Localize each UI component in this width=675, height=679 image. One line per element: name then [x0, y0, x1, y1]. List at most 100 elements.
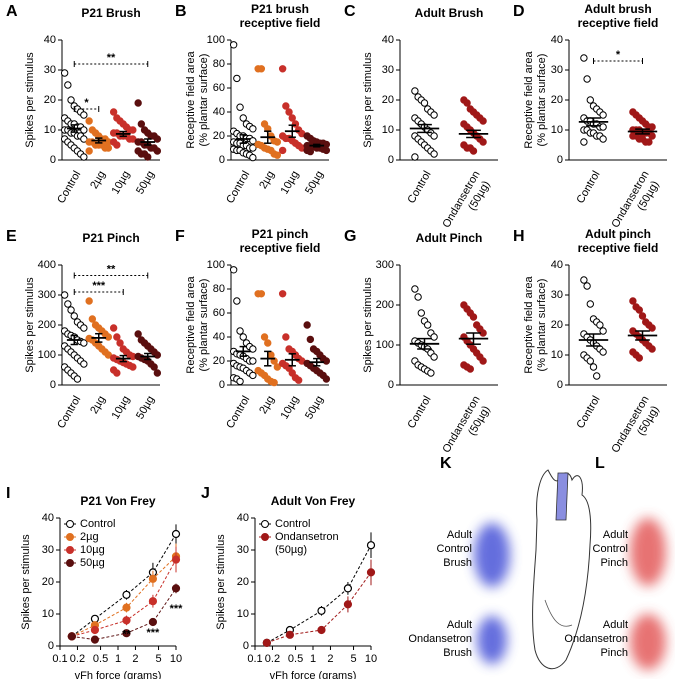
x-tick-label: 0.1	[52, 653, 67, 665]
chart-title: P21 pinch	[252, 227, 309, 241]
x-tick-label: 2µg	[257, 169, 277, 191]
y-tick-label: 0	[219, 379, 225, 391]
field-label: Control	[437, 543, 472, 555]
data-point	[285, 630, 295, 639]
x-tick-label: 10	[170, 653, 182, 665]
y-tick-label: 30	[382, 64, 394, 76]
panel-letter: J	[201, 485, 210, 502]
x-tick-label: Control	[405, 394, 433, 431]
annotation: **	[122, 629, 131, 641]
y-tick-label: 10	[237, 608, 249, 620]
data-point	[150, 363, 158, 371]
data-point	[260, 333, 269, 341]
data-point	[64, 81, 72, 89]
y-tick-label: 40	[237, 512, 249, 524]
legend-label: 2µg	[80, 531, 99, 543]
y-tick-label: 60	[213, 82, 225, 94]
data-point	[67, 632, 76, 641]
x-tick-label: 5	[350, 653, 356, 665]
data-point	[264, 339, 272, 347]
panel-letter: G	[344, 228, 356, 245]
x-tick-label: 10	[365, 653, 377, 665]
x-tick-label: 2	[327, 653, 333, 665]
data-point	[153, 351, 162, 359]
data-point	[122, 590, 131, 599]
data-point	[278, 146, 287, 155]
data-point	[417, 309, 425, 317]
legend-label: (50µg)	[275, 544, 307, 556]
x-tick-label: Control	[574, 394, 602, 431]
data-point	[148, 597, 158, 606]
data-point	[479, 357, 487, 365]
y-tick-label: 100	[207, 34, 225, 46]
data-point	[599, 123, 607, 131]
x-tick-label: 2	[132, 653, 138, 665]
data-point	[583, 282, 591, 290]
data-point	[249, 371, 257, 380]
data-point	[273, 363, 282, 371]
field-label: Adult	[603, 529, 628, 541]
chart-title: P21 Von Frey	[80, 494, 155, 508]
chart-title: Adult Von Frey	[271, 494, 356, 508]
sem-bar	[288, 124, 296, 138]
y-tick-label: 100	[207, 259, 225, 271]
y-tick-label: 300	[38, 289, 56, 301]
data-point	[317, 606, 326, 615]
y-tick-label: 10	[42, 608, 54, 620]
y-axis-label: Spikes per stimulus	[362, 277, 374, 373]
data-point	[635, 306, 643, 314]
data-point	[648, 324, 656, 332]
data-point	[411, 285, 419, 293]
data-point	[366, 568, 376, 577]
pinch-field	[630, 518, 666, 586]
data-point	[129, 126, 137, 134]
data-point	[430, 333, 438, 341]
panel-letter: D	[513, 3, 525, 20]
chart-title: Adult pinch	[585, 227, 651, 241]
data-point	[80, 360, 88, 368]
data-point	[80, 153, 88, 161]
y-axis-label: (% plantar surface)	[198, 54, 210, 147]
sem-bar	[288, 353, 296, 367]
data-point	[322, 357, 331, 365]
x-tick-label: 0.5	[93, 653, 108, 665]
data-point	[109, 324, 118, 332]
y-tick-label: 20	[551, 319, 563, 331]
sem-bar	[264, 130, 272, 144]
x-tick-label: 10µg	[110, 169, 133, 196]
field-label: Pinch	[600, 557, 628, 569]
data-point	[586, 357, 594, 365]
data-point	[580, 276, 588, 284]
chart-title: receptive field	[240, 241, 321, 255]
panel-letter: H	[513, 228, 525, 245]
y-tick-label: 40	[213, 331, 225, 343]
data-point	[466, 365, 474, 373]
sem-bar	[635, 330, 650, 341]
data-point	[583, 75, 591, 83]
paw-toe-highlight	[555, 472, 569, 521]
y-axis-label: Spikes per stimulus	[20, 534, 32, 630]
x-tick-label: 10µg	[279, 169, 302, 196]
data-point	[580, 138, 588, 146]
data-point	[343, 584, 353, 593]
y-tick-label: 200	[38, 319, 56, 331]
data-point	[306, 147, 315, 156]
x-tick-label: 50µg	[134, 169, 157, 196]
y-tick-label: 20	[42, 576, 54, 588]
data-point	[586, 96, 594, 104]
sem-bar	[239, 345, 247, 357]
data-point	[153, 369, 162, 377]
data-point	[236, 327, 244, 335]
data-point	[229, 41, 238, 49]
data-point	[282, 333, 290, 341]
y-tick-label: 30	[551, 64, 563, 76]
panel-letter: E	[6, 228, 17, 245]
panel-letter: K	[440, 455, 452, 472]
data-point	[278, 290, 287, 298]
y-tick-label: 20	[44, 94, 56, 106]
y-tick-label: 40	[551, 34, 563, 46]
pinch-field	[630, 614, 666, 670]
x-tick-label: Control	[224, 169, 252, 206]
sem-bar	[239, 134, 247, 144]
